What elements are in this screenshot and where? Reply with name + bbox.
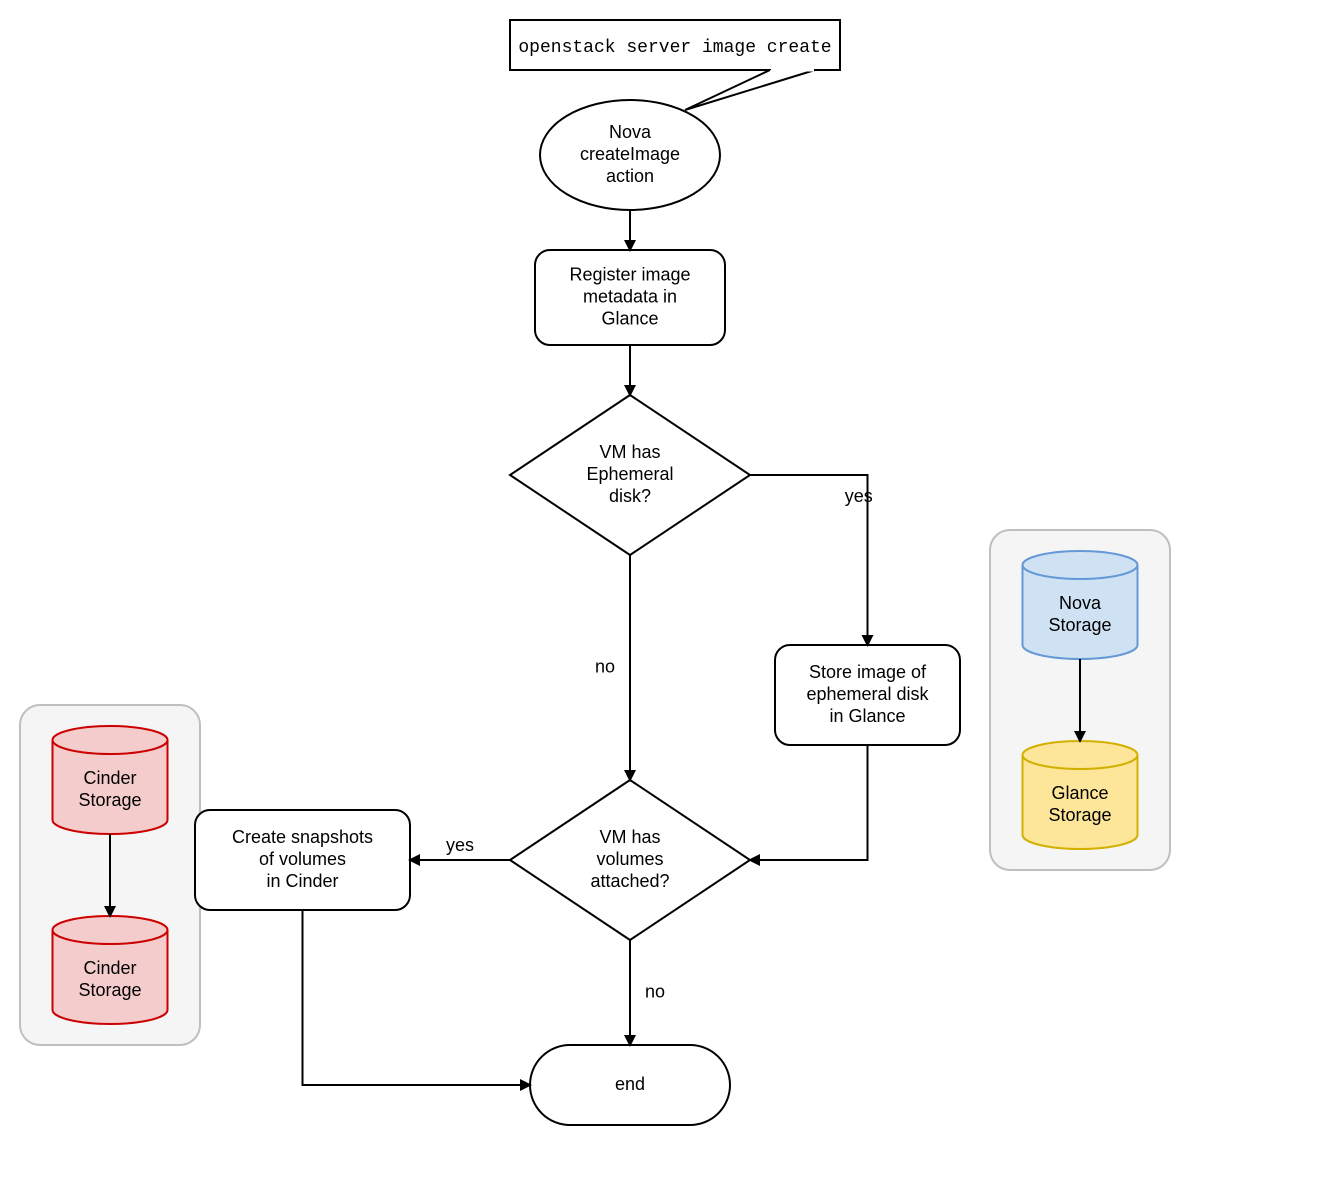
svg-text:Register image: Register image [569,264,690,284]
svg-text:Create snapshots: Create snapshots [232,827,373,847]
svg-text:createImage: createImage [580,144,680,164]
svg-text:end: end [615,1074,645,1094]
svg-text:Ephemeral: Ephemeral [586,464,673,484]
svg-text:of volumes: of volumes [259,849,346,869]
svg-text:ephemeral disk: ephemeral disk [806,684,929,704]
svg-text:action: action [606,166,654,186]
svg-text:disk?: disk? [609,486,651,506]
edge-snap-end [303,910,531,1085]
svg-text:Storage: Storage [1048,615,1111,635]
label-yes-2: yes [446,835,474,855]
svg-text:Storage: Storage [1048,805,1111,825]
callout-text: openstack server image create [518,38,831,58]
svg-text:in Glance: in Glance [829,706,905,726]
svg-text:Cinder: Cinder [83,958,136,978]
svg-text:Storage: Storage [78,980,141,1000]
label-no-2: no [645,981,665,1001]
svg-text:Glance: Glance [1051,783,1108,803]
svg-text:VM has: VM has [599,442,660,462]
callout-tail-stroke [685,70,815,110]
svg-text:VM has: VM has [599,827,660,847]
svg-text:attached?: attached? [590,871,669,891]
svg-text:Store image of: Store image of [809,662,927,682]
label-yes-1: yes [845,486,873,506]
svg-text:Cinder: Cinder [83,768,136,788]
svg-text:metadata in: metadata in [583,286,677,306]
svg-text:Glance: Glance [601,308,658,328]
edge-store-dec2 [750,745,868,860]
svg-text:Nova: Nova [609,122,652,142]
label-no-1: no [595,656,615,676]
svg-text:volumes: volumes [596,849,663,869]
svg-text:Storage: Storage [78,790,141,810]
svg-text:in Cinder: in Cinder [266,871,338,891]
svg-text:Nova: Nova [1059,593,1102,613]
